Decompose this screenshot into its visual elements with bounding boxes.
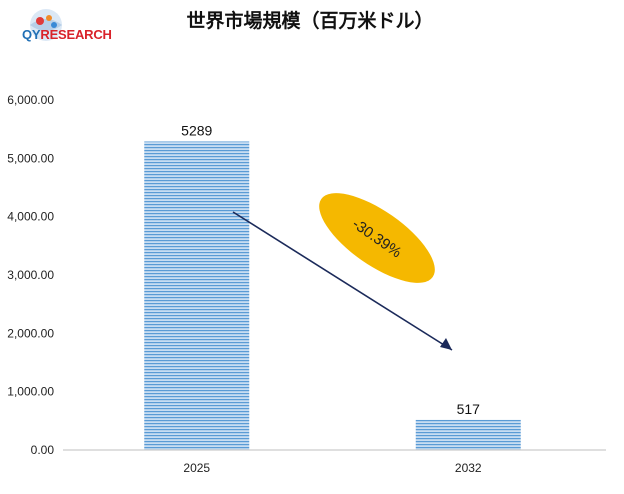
y-tick-label: 1,000.00 <box>7 385 54 399</box>
bar-2032 <box>415 419 521 450</box>
logo-suffix: RESEARCH <box>40 27 112 42</box>
x-axis-ticks: 2025 2032 <box>183 461 482 475</box>
logo-text: QYRESEARCH <box>22 27 112 42</box>
logo-prefix: QY <box>22 27 41 42</box>
data-label-2025: 5289 <box>181 122 212 138</box>
y-tick-label: 0.00 <box>31 443 55 457</box>
y-axis-ticks: 0.00 1,000.00 2,000.00 3,000.00 4,000.00 5,00… <box>7 93 54 457</box>
chart-title: 世界市場規模（百万米ドル） <box>186 10 434 32</box>
y-tick-label: 4,000.00 <box>7 210 54 224</box>
data-label-2032: 517 <box>457 401 481 417</box>
growth-badge: -30.39% <box>319 193 435 283</box>
trend-arrow <box>232 211 453 351</box>
logo: QYRESEARCH <box>14 8 134 58</box>
y-tick-label: 6,000.00 <box>7 93 54 107</box>
x-tick-label: 2025 <box>183 461 210 475</box>
bar-2025 <box>144 141 250 450</box>
y-tick-label: 5,000.00 <box>7 151 54 165</box>
data-labels: 5289 517 <box>181 122 480 416</box>
y-tick-label: 3,000.00 <box>7 268 54 282</box>
x-tick-label: 2032 <box>455 461 482 475</box>
y-tick-label: 2,000.00 <box>7 326 54 340</box>
bars <box>144 141 521 450</box>
globe-icon <box>30 9 62 41</box>
